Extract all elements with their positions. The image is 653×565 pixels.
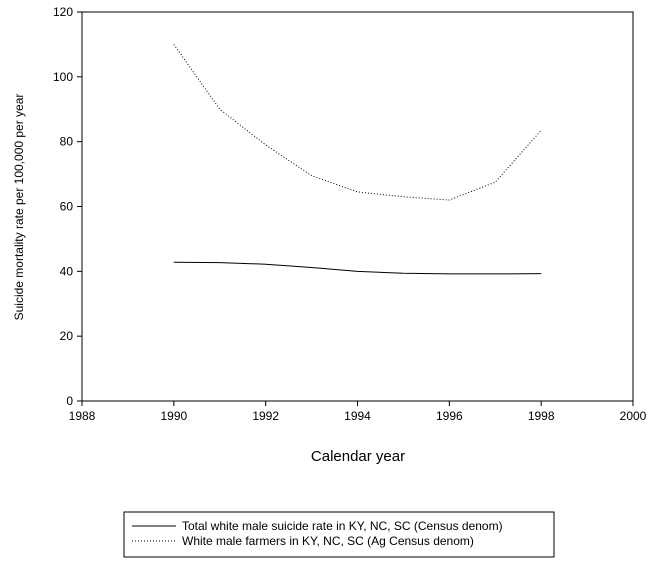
x-axis-label: Calendar year (311, 448, 405, 465)
series-line (173, 261, 542, 275)
x-tick-label: 1992 (252, 409, 279, 423)
y-tick-label: 120 (53, 5, 73, 19)
y-tick-label: 100 (53, 70, 73, 84)
legend (123, 511, 555, 558)
x-tick-label: 1990 (160, 409, 187, 423)
series-line (173, 44, 542, 201)
x-tick-label: 1996 (436, 409, 463, 423)
x-tick-label: 1998 (528, 409, 555, 423)
y-axis-label: Suicide mortality rate per 100,000 per y… (12, 94, 26, 321)
y-tick-label: 60 (60, 200, 74, 214)
y-tick-label: 20 (60, 329, 74, 343)
x-tick-label: 2000 (620, 409, 647, 423)
y-tick-label: 40 (60, 264, 74, 278)
legend-label: White male farmers in KY, NC, SC (Ag Cen… (182, 534, 474, 548)
y-tick-label: 80 (60, 135, 74, 149)
x-tick-label: 1994 (344, 409, 371, 423)
plot-frame (81, 11, 634, 402)
x-tick-label: 1988 (69, 409, 96, 423)
y-tick-label: 0 (66, 394, 73, 408)
legend-label: Total white male suicide rate in KY, NC,… (182, 519, 503, 533)
